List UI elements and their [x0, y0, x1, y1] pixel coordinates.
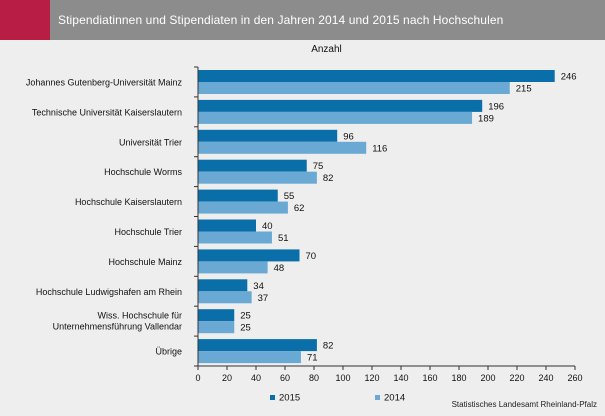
data-label-2014: 116: [372, 143, 387, 154]
category-label: Technische Universität Kaiserslautern: [32, 107, 182, 117]
header-accent: [0, 0, 50, 40]
bar-2015: [198, 339, 317, 352]
bar-2014: [198, 351, 301, 364]
source-note: Statistisches Landesamt Rheinland-Pfalz: [451, 400, 597, 409]
x-tick-label: 100: [335, 373, 350, 383]
bar-2014: [198, 111, 473, 124]
category-label: Universität Trier: [119, 137, 182, 147]
bar-2015: [198, 159, 307, 172]
bar-2014: [198, 201, 288, 214]
data-label-2015: 55: [284, 191, 295, 202]
header: Stipendiatinnen und Stipendiaten in den …: [0, 0, 605, 40]
data-label-2015: 75: [313, 161, 324, 172]
bar-2014: [198, 141, 367, 154]
x-tick-label: 200: [480, 373, 495, 383]
data-label-2015: 196: [488, 101, 504, 112]
data-label-2014: 215: [516, 84, 532, 95]
legend-label-2014: 2014: [384, 393, 405, 404]
data-label-2014: 25: [240, 323, 251, 334]
data-label-2015: 96: [343, 131, 354, 142]
category-label: Übrige: [155, 347, 182, 357]
category-label: Hochschule Kaiserslautern: [75, 197, 182, 207]
legend-swatch-2015: [270, 395, 275, 400]
bar-2015: [198, 309, 235, 322]
bar-2015: [198, 189, 278, 202]
x-tick-label: 140: [393, 373, 408, 383]
data-label-2015: 40: [262, 221, 273, 232]
data-label-2014: 48: [274, 263, 285, 274]
data-label-2014: 37: [258, 293, 269, 304]
data-label-2015: 34: [253, 281, 264, 292]
bar-chart: Anzahl 246 215 Johannes Gutenberg-Universit…: [26, 44, 583, 404]
header-bar: [50, 0, 605, 40]
bar-2015: [198, 70, 555, 82]
x-tick-label: 260: [567, 373, 582, 383]
bar-2015: [198, 129, 338, 142]
bar-2015: [198, 99, 483, 112]
data-label-2014: 51: [278, 233, 289, 244]
x-tick-label: 160: [422, 373, 437, 383]
data-label-2014: 71: [307, 353, 318, 364]
legend-swatch-2014: [375, 395, 380, 400]
x-tick-label: 120: [364, 373, 379, 383]
data-label-2014: 62: [294, 203, 305, 214]
data-label-2014: 82: [323, 173, 334, 184]
legend-label-2015: 2015: [279, 393, 300, 404]
data-label-2015: 246: [561, 72, 577, 83]
category-label: Hochschule Worms: [104, 167, 182, 177]
category-label: Hochschule Mainz: [108, 257, 182, 267]
x-tick-label: 80: [309, 373, 319, 383]
axis-caption: Anzahl: [311, 44, 342, 55]
bar-2014: [198, 231, 272, 244]
data-label-2015: 82: [323, 341, 334, 352]
bar-2015: [198, 279, 248, 292]
data-label-2014: 189: [478, 113, 494, 124]
bar-2014: [198, 291, 252, 304]
chart-title: Stipendiatinnen und Stipendiaten in den …: [58, 13, 504, 27]
bar-2014: [198, 171, 317, 184]
bar-2015: [198, 249, 300, 262]
category-label: Unternehmensführung Vallendar: [53, 322, 182, 332]
category-label: Hochschule Ludwigshafen am Rhein: [36, 287, 182, 297]
category-label: Wiss. Hochschule für: [97, 311, 182, 321]
x-tick-label: 220: [509, 373, 524, 383]
bar-2014: [198, 82, 510, 94]
x-tick-label: 60: [280, 373, 290, 383]
category-label: Johannes Gutenberg-Universität Mainz: [26, 78, 183, 88]
data-label-2015: 70: [306, 251, 317, 262]
bar-2014: [198, 321, 235, 334]
bar-2015: [198, 219, 256, 232]
category-label: Hochschule Trier: [114, 227, 182, 237]
data-label-2015: 25: [240, 311, 251, 322]
x-tick-label: 20: [222, 373, 232, 383]
x-tick-label: 180: [451, 373, 466, 383]
x-tick-label: 0: [195, 373, 200, 383]
x-tick-label: 40: [251, 373, 261, 383]
x-tick-label: 240: [538, 373, 553, 383]
bar-2014: [198, 261, 268, 274]
